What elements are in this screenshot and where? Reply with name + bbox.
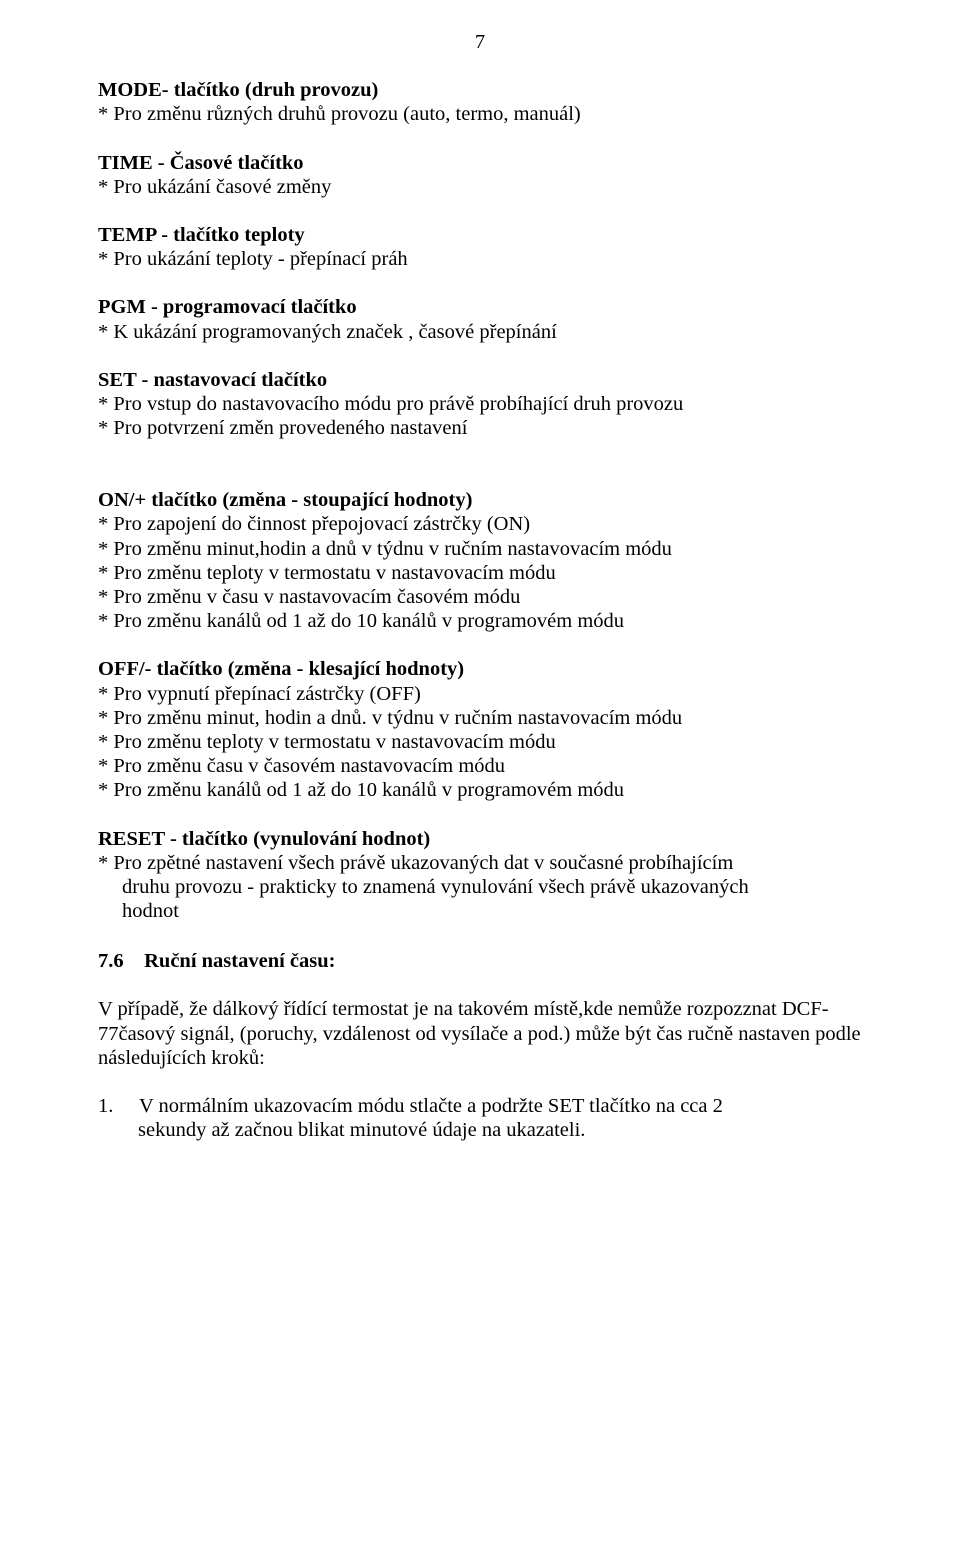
- step-1-text-a: V normálním ukazovacím módu stlačte a po…: [139, 1095, 723, 1117]
- temp-section: TEMP - tlačítko teploty * Pro ukázání te…: [98, 223, 862, 271]
- onplus-bullet-4: * Pro změnu v času v nastavovacím časové…: [98, 585, 862, 609]
- reset-title: RESET - tlačítko (vynulování hodnot): [98, 827, 862, 851]
- offminus-bullet-5: * Pro změnu kanálů od 1 až do 10 kanálů …: [98, 778, 862, 802]
- section-7-6-number: 7.6: [98, 950, 124, 972]
- step-1-line-b: sekundy až začnou blikat minutové údaje …: [98, 1118, 862, 1142]
- reset-bullet-1a: * Pro zpětné nastavení všech právě ukazo…: [98, 851, 862, 875]
- pgm-title: PGM - programovací tlačítko: [98, 295, 862, 319]
- onplus-bullet-5: * Pro změnu kanálů od 1 až do 10 kanálů …: [98, 609, 862, 633]
- onplus-section: ON/+ tlačítko (změna - stoupající hodnot…: [98, 488, 862, 633]
- reset-bullet-1c: hodnot: [98, 899, 862, 923]
- offminus-bullet-3: * Pro změnu teploty v termostatu v nasta…: [98, 730, 862, 754]
- onplus-bullet-1: * Pro zapojení do činnost přepojovací zá…: [98, 512, 862, 536]
- mode-bullet-1: * Pro změnu různých druhů provozu (auto,…: [98, 102, 862, 126]
- time-title: TIME - Časové tlačítko: [98, 151, 862, 175]
- set-title: SET - nastavovací tlačítko: [98, 368, 862, 392]
- onplus-title: ON/+ tlačítko (změna - stoupající hodnot…: [98, 488, 862, 512]
- section-7-6-title: Ruční nastavení času:: [144, 950, 335, 972]
- offminus-bullet-1: * Pro vypnutí přepínací zástrčky (OFF): [98, 682, 862, 706]
- time-bullet-1: * Pro ukázání časové změny: [98, 175, 862, 199]
- mode-title: MODE- tlačítko (druh provozu): [98, 78, 862, 102]
- set-bullet-2: * Pro potvrzení změn provedeného nastave…: [98, 416, 862, 440]
- document-page: 7 MODE- tlačítko (druh provozu) * Pro zm…: [0, 0, 960, 1542]
- pgm-bullet-1: * K ukázání programovaných značek , časo…: [98, 320, 862, 344]
- reset-section: RESET - tlačítko (vynulování hodnot) * P…: [98, 827, 862, 924]
- set-section: SET - nastavovací tlačítko * Pro vstup d…: [98, 368, 862, 441]
- section-7-6-heading: 7.6 Ruční nastavení času:: [98, 949, 862, 973]
- reset-bullet-1b: druhu provozu - prakticky to znamená vyn…: [98, 875, 862, 899]
- section-7-6-paragraph: V případě, že dálkový řídící termostat j…: [98, 997, 862, 1070]
- page-number: 7: [98, 30, 862, 54]
- temp-title: TEMP - tlačítko teploty: [98, 223, 862, 247]
- section-7-6-step-1: 1. V normálním ukazovacím módu stlačte a…: [98, 1094, 862, 1142]
- pgm-section: PGM - programovací tlačítko * K ukázání …: [98, 295, 862, 343]
- offminus-section: OFF/- tlačítko (změna - klesající hodnot…: [98, 657, 862, 802]
- time-section: TIME - Časové tlačítko * Pro ukázání čas…: [98, 151, 862, 199]
- set-bullet-1: * Pro vstup do nastavovacího módu pro pr…: [98, 392, 862, 416]
- offminus-title: OFF/- tlačítko (změna - klesající hodnot…: [98, 657, 862, 681]
- offminus-bullet-4: * Pro změnu času v časovém nastavovacím …: [98, 754, 862, 778]
- onplus-bullet-3: * Pro změnu teploty v termostatu v nasta…: [98, 561, 862, 585]
- step-1-number: 1.: [98, 1095, 113, 1117]
- step-1-line-a: 1. V normálním ukazovacím módu stlačte a…: [98, 1094, 862, 1118]
- temp-bullet-1: * Pro ukázání teploty - přepínací práh: [98, 247, 862, 271]
- mode-section: MODE- tlačítko (druh provozu) * Pro změn…: [98, 78, 862, 126]
- onplus-bullet-2: * Pro změnu minut,hodin a dnů v týdnu v …: [98, 537, 862, 561]
- offminus-bullet-2: * Pro změnu minut, hodin a dnů. v týdnu …: [98, 706, 862, 730]
